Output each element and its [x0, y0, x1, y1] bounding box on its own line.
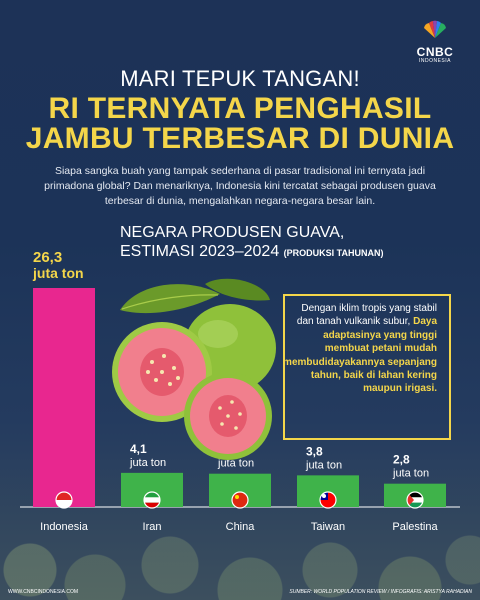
- headline-line-1: RI TERNYATA PENGHASIL: [48, 92, 432, 125]
- unit-label-palestina: juta ton: [392, 468, 429, 480]
- intro-paragraph: Siapa sangka buah yang tampak sederhana …: [44, 165, 436, 207]
- chart-title-line-2: ESTIMASI 2023–2024 (PRODUKSI TAHUNAN): [120, 243, 420, 261]
- value-label-indonesia: 26,3: [33, 249, 62, 266]
- callout-text: Dengan iklim tropis yang stabil dan tana…: [283, 302, 437, 396]
- unit-label-iran: juta ton: [129, 457, 166, 469]
- unit-label-indonesia: juta ton: [32, 265, 84, 281]
- guava-pile-background: [0, 500, 480, 600]
- chart-title-line-1: NEGARA PRODUSEN GUAVA,: [120, 224, 345, 241]
- category-label-china: China: [226, 521, 256, 533]
- category-label-iran: Iran: [143, 521, 162, 533]
- value-label-iran: 4,1: [130, 442, 147, 456]
- unit-label-taiwan: juta ton: [305, 459, 342, 471]
- logo-sub: INDONESIA: [418, 58, 451, 64]
- chart-title-note: (PRODUKSI TAHUNAN): [283, 248, 384, 258]
- unit-label-china: juta ton: [217, 458, 254, 470]
- logo-brand: CNBC: [416, 45, 454, 59]
- callout-part-1: Dengan iklim tropis yang stabil dan tana…: [296, 303, 437, 328]
- cnbc-logo: CNBC INDONESIA: [410, 20, 460, 64]
- guava-fruit-illustration: [112, 278, 276, 460]
- value-label-taiwan: 3,8: [306, 444, 323, 458]
- value-label-palestina: 2,8: [393, 453, 410, 467]
- flag-indonesia-icon: [55, 491, 73, 509]
- flag-china-icon: [231, 491, 249, 509]
- flag-palestine-icon: [406, 491, 424, 509]
- footer-website: WWW.CNBCINDONESIA.COM: [8, 589, 78, 595]
- guava-leaf-2: [205, 278, 270, 301]
- callout-part-2-highlight: Daya adaptasinya yang tinggi membuat pet…: [283, 316, 437, 395]
- headline-line-2: JAMBU TERBESAR DI DUNIA: [25, 122, 455, 155]
- bar-indonesia: [33, 288, 95, 507]
- peacock-icon: [424, 20, 446, 38]
- category-label-indonesia: Indonesia: [40, 521, 89, 533]
- category-label-palestina: Palestina: [392, 521, 438, 533]
- footer-credit: SUMBER: WORLD POPULATION REVIEW / INFOGR…: [289, 589, 472, 595]
- category-label-taiwan: Taiwan: [311, 521, 345, 533]
- callout-box: [283, 294, 451, 440]
- flag-iran-icon: [143, 491, 161, 509]
- flag-taiwan-icon: [319, 491, 337, 509]
- guava-leaf-1: [120, 284, 220, 314]
- kicker: MARI TEPUK TANGAN!: [120, 66, 360, 91]
- chart-title-main: ESTIMASI 2023–2024: [120, 243, 280, 260]
